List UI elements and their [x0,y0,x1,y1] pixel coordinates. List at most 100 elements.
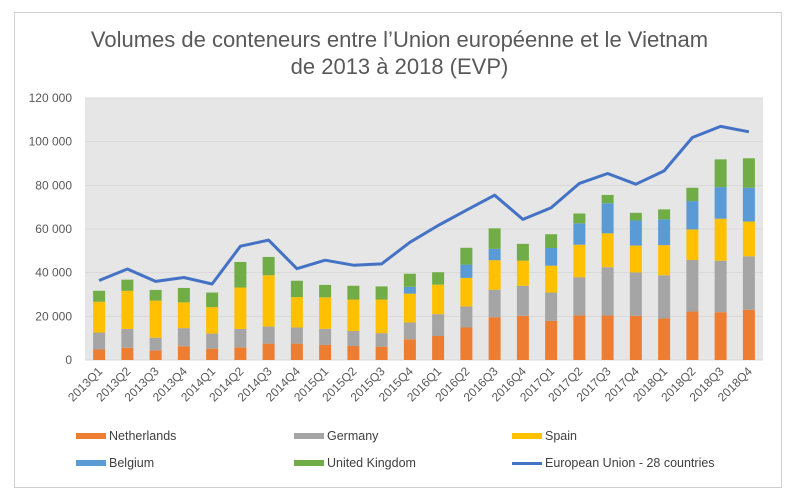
bar-belgium-2015q4 [403,286,416,294]
bar-united-kingdom-2015q3 [375,286,388,300]
bar-netherlands-2017q1 [545,320,558,360]
y-tick-label: 40 000 [35,266,72,280]
bar-germany-2015q4 [403,322,416,340]
bar-netherlands-2014q3 [262,343,275,360]
bar-netherlands-2016q3 [488,317,501,360]
bar-united-kingdom-2013q3 [149,289,162,301]
bar-spain-2014q4 [290,297,303,328]
legend-swatch-netherlands [76,433,106,439]
bar-germany-2014q3 [262,326,275,344]
gridlines [85,97,763,361]
bar-united-kingdom-2017q4 [629,212,642,221]
chart-title-block: Volumes de conteneurs entre l’Union euro… [0,26,799,80]
bar-united-kingdom-2018q4 [742,158,755,188]
bar-netherlands-2017q3 [601,315,614,360]
bar-united-kingdom-2013q1 [93,290,106,302]
bar-united-kingdom-2016q4 [516,243,529,261]
bar-spain-2013q3 [149,300,162,338]
bar-united-kingdom-2017q3 [601,194,614,204]
lines [98,124,750,286]
bar-united-kingdom-2016q1 [432,272,445,285]
y-axis-ticks: 0 20 000 40 000 60 000 80 000 100 000 120 000 [29,91,73,367]
bar-united-kingdom-2018q1 [658,209,671,220]
bar-belgium-2018q1 [658,219,671,246]
legend-swatch-eu28 [512,461,542,465]
bar-spain-2015q3 [375,299,388,334]
bar-germany-2018q2 [686,260,699,312]
legend-swatch-germany [294,433,324,439]
bar-netherlands-2018q1 [658,318,671,360]
bar-germany-2015q1 [319,328,332,345]
bar-united-kingdom-2014q3 [262,256,275,276]
legend-label: Germany [327,429,379,443]
legend-label: European Union - 28 countries [545,456,715,470]
bar-netherlands-2014q4 [290,343,303,360]
bar-germany-2014q1 [206,333,219,349]
bar-netherlands-2014q1 [206,348,219,360]
bar-united-kingdom-2014q2 [234,261,247,288]
bar-netherlands-2017q4 [629,315,642,360]
bar-germany-2016q2 [460,306,473,328]
bar-united-kingdom-2016q2 [460,247,473,265]
legend-item-united-kingdom: United Kingdom [294,456,416,470]
bar-germany-2016q4 [516,285,529,316]
bar-spain-2016q3 [488,260,501,290]
bar-germany-2013q4 [177,328,190,347]
bar-netherlands-2013q3 [149,350,162,360]
bar-united-kingdom-2018q2 [686,187,699,202]
bar-spain-2016q2 [460,277,473,307]
bar-spain-2017q3 [601,233,614,268]
bar-united-kingdom-2017q2 [573,213,586,224]
chart-title: Volumes de conteneurs entre l’Union euro… [90,27,709,52]
line-eu28 [98,124,750,286]
bar-united-kingdom-2014q1 [206,292,219,308]
bar-spain-2015q1 [319,297,332,329]
bar-germany-2016q3 [488,289,501,318]
bar-spain-2016q1 [432,284,445,315]
bar-germany-2017q2 [573,277,586,316]
bar-belgium-2018q3 [714,187,727,219]
bar-netherlands-2015q4 [403,339,416,360]
bar-spain-2017q2 [573,244,586,278]
bar-spain-2014q3 [262,275,275,327]
bar-spain-2016q4 [516,260,529,286]
bar-spain-2018q1 [658,245,671,276]
bar-spain-2018q4 [742,221,755,257]
bar-netherlands-2015q1 [319,344,332,360]
bar-belgium-2017q3 [601,203,614,234]
legend-item-spain: Spain [512,429,577,443]
legend-label: Belgium [109,456,155,470]
bar-netherlands-2016q1 [432,335,445,360]
bar-netherlands-2014q2 [234,347,247,360]
bar-germany-2014q4 [290,327,303,344]
bar-united-kingdom-2015q1 [319,284,332,298]
bar-germany-2017q4 [629,272,642,316]
bar-spain-2015q2 [347,299,360,331]
bar-germany-2015q2 [347,330,360,347]
y-tick-label: 60 000 [35,222,72,236]
bar-germany-2017q3 [601,267,614,316]
bar-united-kingdom-2013q2 [121,279,134,291]
bar-netherlands-2013q4 [177,346,190,360]
bar-germany-2015q3 [375,333,388,347]
bar-belgium-2017q2 [573,223,586,245]
bar-spain-2017q1 [545,265,558,293]
bar-germany-2018q1 [658,275,671,319]
bar-netherlands-2015q2 [347,346,360,360]
bar-netherlands-2013q1 [93,349,106,360]
bar-netherlands-2017q2 [573,315,586,360]
bar-germany-2018q4 [742,256,755,310]
bar-netherlands-2018q2 [686,311,699,360]
legend-label: Spain [545,429,577,443]
x-axis-ticks: 2013Q12013Q22013Q32013Q42014Q12014Q22014… [65,364,755,404]
y-tick-label: 0 [65,353,72,367]
bar-netherlands-2016q2 [460,327,473,360]
bar-spain-2013q4 [177,302,190,329]
bar-united-kingdom-2014q4 [290,280,303,298]
bar-germany-2016q1 [432,314,445,336]
bar-spain-2013q2 [121,290,134,329]
bar-germany-2017q1 [545,292,558,321]
legend-label: United Kingdom [327,456,416,470]
legend-item-belgium: Belgium [76,456,154,470]
legend-item-germany: Germany [294,429,378,443]
